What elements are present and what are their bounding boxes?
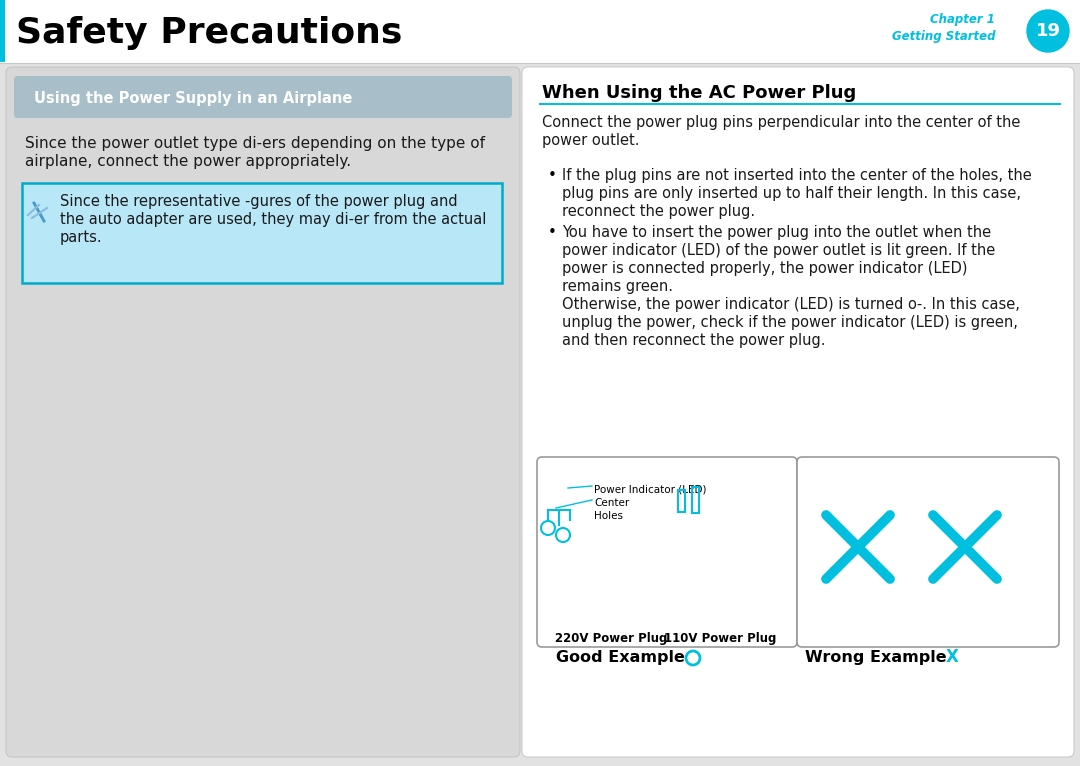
Text: Since the power outlet type di­ers depending on the type of: Since the power outlet type di­ers depen…: [25, 136, 485, 151]
Text: 220V Power Plug: 220V Power Plug: [555, 632, 667, 645]
Text: airplane, connect the power appropriately.: airplane, connect the power appropriatel…: [25, 154, 351, 169]
Text: power is connected properly, the power indicator (LED): power is connected properly, the power i…: [562, 261, 968, 276]
Text: Using the Power Supply in an Airplane: Using the Power Supply in an Airplane: [33, 91, 352, 106]
FancyBboxPatch shape: [797, 457, 1059, 647]
Text: X: X: [946, 648, 959, 666]
Text: the auto adapter are used, they may di­er from the actual: the auto adapter are used, they may di­e…: [60, 212, 486, 227]
Text: parts.: parts.: [60, 230, 103, 245]
Text: Wrong Example: Wrong Example: [806, 650, 947, 665]
Text: Connect the power plug pins perpendicular into the center of the: Connect the power plug pins perpendicula…: [542, 115, 1021, 130]
Text: You have to insert the power plug into the outlet when the: You have to insert the power plug into t…: [562, 225, 991, 240]
Text: Good Example: Good Example: [555, 650, 685, 665]
Text: Power Indicator (LED): Power Indicator (LED): [594, 484, 706, 494]
Text: Holes: Holes: [594, 511, 623, 521]
Text: Center: Center: [594, 498, 630, 508]
Text: When Using the AC Power Plug: When Using the AC Power Plug: [542, 84, 856, 102]
FancyBboxPatch shape: [14, 76, 512, 118]
Bar: [0, 0, 5, 62]
Text: 19: 19: [1036, 22, 1061, 40]
Text: plug pins are only inserted up to half their length. In this case,: plug pins are only inserted up to half t…: [562, 186, 1021, 201]
Bar: [692, 487, 699, 513]
Text: power outlet.: power outlet.: [542, 133, 639, 148]
Text: 110V Power Plug: 110V Power Plug: [664, 632, 777, 645]
Bar: [678, 490, 685, 512]
Bar: [0, 0, 1080, 62]
Text: Since the representative ­gures of the power plug and: Since the representative ­gures of the p…: [60, 194, 458, 209]
Text: •: •: [548, 168, 557, 183]
Text: If the plug pins are not inserted into the center of the holes, the: If the plug pins are not inserted into t…: [562, 168, 1031, 183]
Text: unplug the power, check if the power indicator (LED) is green,: unplug the power, check if the power ind…: [562, 315, 1017, 330]
Text: reconnect the power plug.: reconnect the power plug.: [562, 204, 755, 219]
FancyBboxPatch shape: [22, 183, 502, 283]
Circle shape: [1027, 10, 1069, 52]
Text: •: •: [548, 225, 557, 240]
FancyBboxPatch shape: [522, 67, 1074, 757]
Text: power indicator (LED) of the power outlet is lit green. If the: power indicator (LED) of the power outle…: [562, 243, 996, 258]
Text: Chapter 1: Chapter 1: [930, 13, 995, 26]
Text: Safety Precautions: Safety Precautions: [16, 16, 403, 50]
Text: Getting Started: Getting Started: [891, 30, 995, 43]
Text: Otherwise, the power indicator (LED) is turned o­. In this case,: Otherwise, the power indicator (LED) is …: [562, 297, 1020, 312]
Text: remains green.: remains green.: [562, 279, 673, 294]
Text: and then reconnect the power plug.: and then reconnect the power plug.: [562, 333, 825, 348]
FancyBboxPatch shape: [537, 457, 797, 647]
FancyBboxPatch shape: [6, 67, 519, 757]
